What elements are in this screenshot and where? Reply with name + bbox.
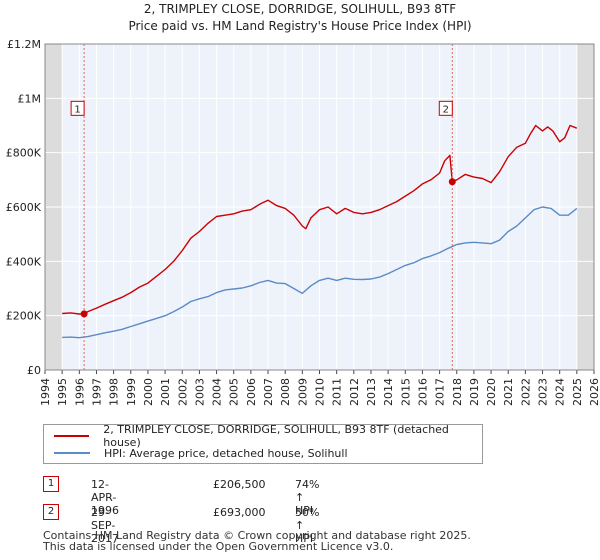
x-tick-label: 1995 [56,378,69,406]
x-tick-label: 2014 [382,378,395,406]
y-tick-label: £200K [6,310,42,323]
x-tick-label: 2016 [416,378,429,406]
x-tick-label: 2012 [348,378,361,406]
x-tick-label: 2002 [176,378,189,406]
sale-price: £206,500 [213,478,266,491]
legend-swatch-property [54,435,90,437]
sale-number-badge: 2 [43,504,59,520]
property-price-line [62,124,578,315]
sale-label-number: 1 [74,104,80,115]
x-tick-label: 2025 [571,378,584,406]
legend-item-property: 2, TRIMPLEY CLOSE, DORRIDGE, SOLIHULL, B… [54,423,482,449]
legend-label-property: 2, TRIMPLEY CLOSE, DORRIDGE, SOLIHULL, B… [103,423,449,449]
sale-price: £693,000 [213,506,266,519]
x-tick-label: 1999 [125,378,138,406]
chart-title: 2, TRIMPLEY CLOSE, DORRIDGE, SOLIHULL, B… [143,2,457,16]
x-tick-label: 2008 [279,378,292,406]
hpi-line [62,206,578,339]
x-tick-label: 2017 [434,378,447,406]
footer: Contains HM Land Registry data © Crown c… [43,530,471,552]
sale-date: 12-APR-1996 [91,478,119,517]
x-tick-label: 2000 [142,378,155,406]
x-tick-label: 1997 [90,378,103,406]
x-tick-label: 2020 [485,378,498,406]
x-tick-label: 1996 [73,378,86,406]
x-tick-label: 2015 [399,378,412,406]
x-tick-label: 2010 [314,378,327,406]
x-tick-label: 2009 [296,378,309,406]
x-tick-label: 2026 [588,378,600,406]
y-tick-label: £600K [6,201,42,214]
footer-licence: This data is licensed under the Open Gov… [43,540,394,553]
legend-item-hpi: HPI: Average price, detached house, Soli… [54,445,348,461]
sale-label-box [438,100,453,116]
x-tick-label: 2001 [159,378,172,406]
x-tick-label: 2013 [365,378,378,406]
x-tick-label: 2019 [468,378,481,406]
plot-frame [44,43,595,371]
y-tick-label: £0 [27,364,41,377]
y-tick-label: £1M [18,92,42,105]
x-tick-label: 2023 [537,378,550,406]
x-tick-label: 2007 [262,378,275,406]
x-tick-label: 2011 [331,378,344,406]
x-tick-label: 2018 [451,378,464,406]
sale-hpi-change: 50% ↑ HPI [295,506,320,545]
x-tick-label: 2022 [519,378,532,406]
x-tick-label: 2006 [245,378,258,406]
x-tick-label: 2024 [554,378,567,406]
sale-point [448,178,456,186]
sale-point [80,310,88,318]
footer-copyright: Contains HM Land Registry data © Crown c… [43,529,471,542]
x-tick-label: 2004 [211,378,224,406]
x-tick-label: 2021 [502,378,515,406]
y-tick-label: £400K [6,255,42,268]
sale-number-badge: 1 [43,476,59,492]
sale-hpi-change: 74% ↑ HPI [295,478,320,517]
sale-label-number: 2 [443,104,449,115]
x-tick-label: 2003 [193,378,206,406]
legend-swatch-hpi [54,452,90,454]
x-tick-label: 1994 [39,378,52,406]
legend: 2, TRIMPLEY CLOSE, DORRIDGE, SOLIHULL, B… [43,423,483,464]
sale-date: 29-SEP-2017 [91,506,119,545]
legend-label-hpi: HPI: Average price, detached house, Soli… [104,446,348,460]
y-tick-label: £1.2M [7,38,41,51]
sale-label-box [70,100,85,116]
y-tick-label: £800K [6,147,42,160]
price-chart: 1 2 1994 1995 1996 1997 1998 1999 2000 2001 2002 2… [6,38,600,406]
x-tick-label: 1998 [108,378,121,406]
x-tick-label: 2005 [228,378,241,406]
chart-subtitle: Price paid vs. HM Land Registry's House … [128,19,472,33]
